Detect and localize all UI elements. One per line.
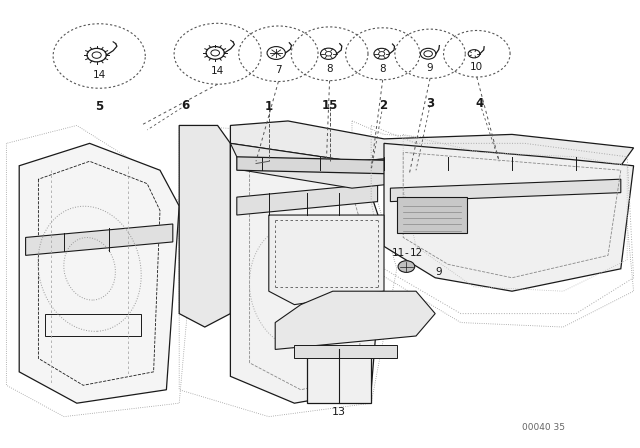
Text: 8: 8 [380, 64, 386, 74]
Polygon shape [384, 143, 634, 291]
Polygon shape [230, 143, 384, 403]
Text: 10: 10 [470, 62, 483, 72]
Polygon shape [19, 143, 179, 403]
Text: 9: 9 [435, 267, 442, 277]
Polygon shape [179, 125, 230, 327]
Bar [397, 197, 467, 233]
Text: 13: 13 [332, 407, 346, 417]
Text: -: - [404, 248, 408, 258]
Text: 12: 12 [410, 248, 422, 258]
Text: 7: 7 [275, 65, 282, 75]
Text: 3: 3 [426, 96, 434, 110]
Polygon shape [237, 157, 621, 179]
Text: 15: 15 [321, 99, 338, 112]
Text: 8: 8 [326, 65, 333, 74]
Text: 11: 11 [392, 248, 404, 258]
Polygon shape [275, 291, 435, 349]
Text: 6: 6 [182, 99, 189, 112]
Text: 4: 4 [476, 96, 484, 110]
Text: 9: 9 [427, 63, 433, 73]
Circle shape [398, 261, 415, 272]
Polygon shape [237, 184, 378, 215]
Polygon shape [390, 179, 621, 202]
Polygon shape [26, 224, 173, 255]
Polygon shape [307, 349, 371, 403]
Text: 1: 1 [265, 99, 273, 113]
Text: 00040 35: 00040 35 [522, 423, 564, 432]
Text: 2: 2 [379, 99, 387, 112]
Polygon shape [269, 215, 384, 305]
Polygon shape [230, 121, 634, 166]
Polygon shape [230, 143, 621, 188]
Polygon shape [294, 345, 397, 358]
Text: 14: 14 [93, 70, 106, 80]
Text: 14: 14 [211, 66, 224, 77]
Text: 5: 5 [95, 99, 103, 113]
